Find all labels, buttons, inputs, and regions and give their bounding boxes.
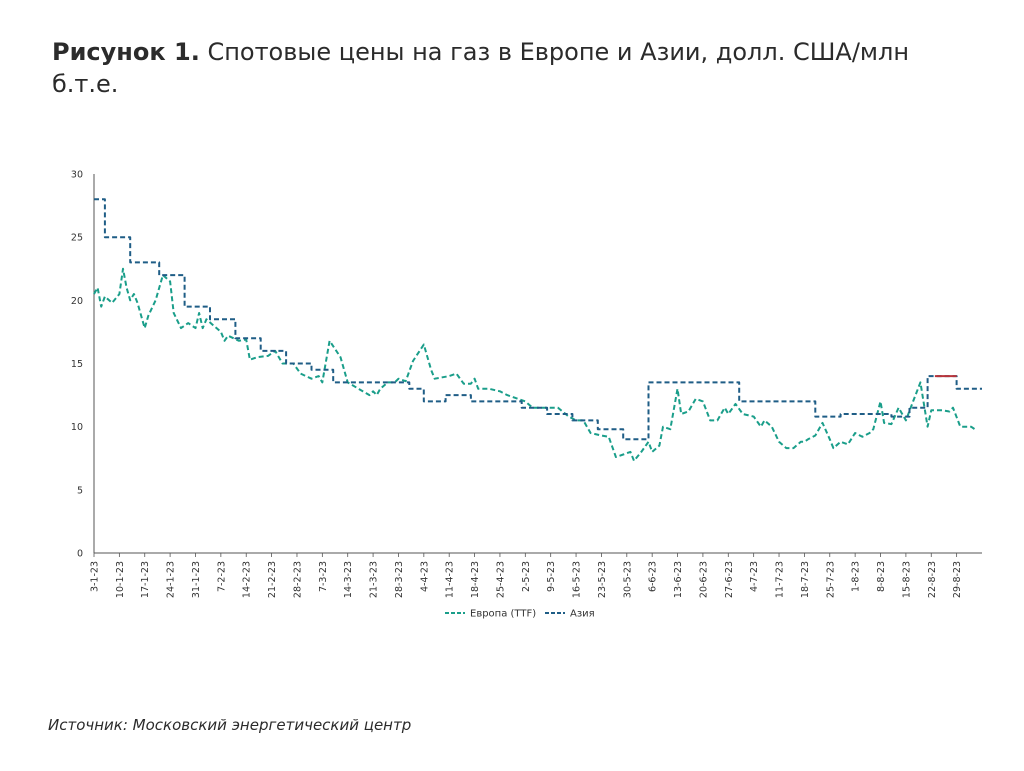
x-tick-label: 1-8-23: [851, 561, 862, 592]
x-tick-label: 13-6-23: [673, 561, 684, 598]
y-axis-ticks: 0 5 10 15 20 25 30: [71, 170, 83, 560]
chart-legend: Европа (TTF) Азия: [445, 609, 595, 620]
x-tick-label: 16-5-23: [572, 561, 583, 598]
x-tick-label: 2-5-23: [521, 561, 532, 592]
x-tick-label: 20-6-23: [698, 561, 709, 598]
europe-ttf-series-line: [93, 267, 976, 462]
x-tick-label: 15-8-23: [901, 561, 912, 598]
legend-asia-label: Азия: [570, 609, 595, 620]
y-tick-label: 25: [71, 233, 83, 244]
x-tick-label: 28-3-23: [394, 561, 405, 598]
x-tick-label: 11-7-23: [775, 561, 786, 598]
x-axis-ticks: 3-1-23 10-1-23 17-1-23 24-1-23 31-1-23 7-2-23…: [90, 553, 963, 598]
chart-axes: [93, 174, 982, 554]
x-tick-label: 21-3-23: [369, 561, 380, 598]
x-tick-label: 10-1-23: [115, 561, 126, 598]
x-tick-label: 11-4-23: [445, 561, 456, 598]
y-tick-label: 0: [77, 549, 83, 560]
x-tick-label: 27-6-23: [724, 561, 735, 598]
x-tick-label: 29-8-23: [952, 561, 963, 598]
x-tick-label: 6-6-23: [648, 561, 659, 592]
x-tick-label: 7-2-23: [216, 561, 227, 592]
x-tick-label: 9-5-23: [546, 561, 557, 592]
chart-series: [93, 198, 982, 462]
y-tick-label: 30: [71, 170, 83, 181]
y-tick-label: 10: [71, 422, 83, 433]
x-tick-label: 17-1-23: [140, 561, 151, 598]
figure-number: Рисунок 1.: [52, 38, 200, 66]
x-tick-label: 25-4-23: [495, 561, 506, 598]
x-tick-label: 22-8-23: [927, 561, 938, 598]
x-tick-label: 21-2-23: [267, 561, 278, 598]
x-tick-label: 30-5-23: [622, 561, 633, 598]
x-tick-label: 24-1-23: [166, 561, 177, 598]
x-tick-label: 23-5-23: [597, 561, 608, 598]
x-tick-label: 18-4-23: [470, 561, 481, 598]
x-tick-label: 4-7-23: [749, 561, 760, 592]
y-tick-label: 5: [77, 485, 83, 496]
y-tick-label: 20: [71, 296, 83, 307]
x-tick-label: 7-3-23: [318, 561, 329, 592]
source-note: Источник: Московский энергетический цент…: [48, 716, 412, 734]
figure-caption: Спотовые цены на газ в Европе и Азии, до…: [52, 38, 910, 98]
x-tick-label: 14-2-23: [242, 561, 253, 598]
legend-europe-label: Европа (TTF): [470, 609, 536, 620]
x-tick-label: 25-7-23: [825, 561, 836, 598]
x-tick-label: 31-1-23: [191, 561, 202, 598]
y-tick-label: 15: [71, 359, 83, 370]
x-tick-label: 18-7-23: [800, 561, 811, 598]
x-tick-label: 14-3-23: [343, 561, 354, 598]
chart-title: Рисунок 1. Спотовые цены на газ в Европе…: [52, 36, 972, 100]
asia-series-line: [94, 198, 982, 441]
x-tick-label: 8-8-23: [876, 561, 887, 592]
x-tick-label: 28-2-23: [292, 561, 303, 598]
x-tick-label: 3-1-23: [90, 561, 101, 592]
x-tick-label: 4-4-23: [419, 561, 430, 592]
